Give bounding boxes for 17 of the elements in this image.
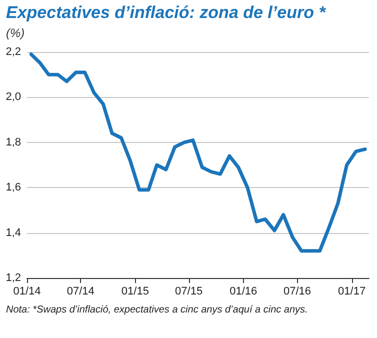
y-tick-label: 1,4 <box>6 226 21 239</box>
x-tick-label: 07/15 <box>175 286 203 298</box>
x-tick-label: 01/16 <box>230 286 258 298</box>
y-tick-label: 1,2 <box>6 272 21 284</box>
text: Nota: *Swaps d’inflació, expectatives a cinc anys d’aquí a cinc anys. <box>6 304 308 316</box>
y-tick-label: 1,6 <box>6 182 21 194</box>
x-tick-label: 07/16 <box>284 286 312 298</box>
x-tick-label: 01/17 <box>338 286 366 298</box>
x-tick-label: 01/14 <box>13 286 41 298</box>
y-axis-title: (%) <box>6 26 25 40</box>
y-tick-label: 2,0 <box>6 91 21 104</box>
y-tick-label: 2,2 <box>6 46 21 58</box>
x-tick-label: 01/15 <box>121 286 149 298</box>
line-series <box>29 52 367 253</box>
x-tick-label: 07/14 <box>66 286 94 298</box>
chart-title: Expectatives d’inflació: zona de l’euro * <box>6 3 327 22</box>
y-tick-label: 1,8 <box>6 136 21 148</box>
